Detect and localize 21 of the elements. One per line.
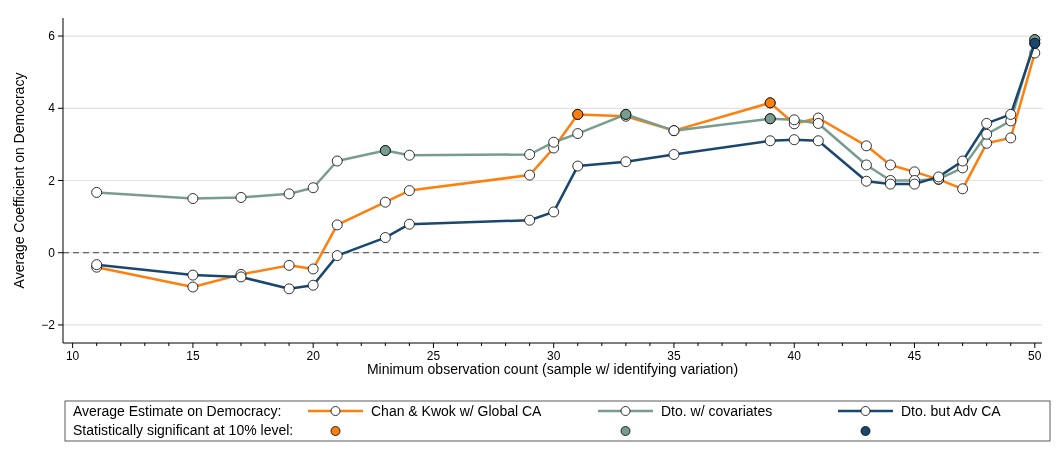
y-tick-label: 0 [48,245,56,260]
y-tick-label: −2 [41,317,56,332]
legend-label: Dto. but Adv CA [901,403,1002,419]
legend-label: Dto. w/ covariates [661,403,773,419]
text: Statistically significant at 10% level: [73,422,294,438]
x-tick-label: 50 [1028,349,1042,363]
legend-title: Average Estimate on Democracy: [73,403,282,419]
y-tick-label: 4 [48,101,56,116]
x-tick-label: 15 [186,349,200,363]
x-tick-label: 40 [787,349,802,363]
y-tick-label: 2 [48,173,56,188]
x-tick-label: 25 [426,349,441,363]
legend-label: Chan & Kwok w/ Global CA [371,403,543,419]
x-tick-label: 20 [306,349,321,363]
x-tick-label: 30 [547,349,561,363]
x-axis-title: Minimum observation count (sample w/ identifying variation) [366,361,739,377]
x-tick-label: 10 [65,349,80,363]
x-tick-label: 35 [667,349,681,363]
y-axis-title: Average Coefficient on Democracy [11,72,27,289]
y-tick-label: 6 [48,29,56,44]
x-tick-label: 45 [907,349,922,363]
